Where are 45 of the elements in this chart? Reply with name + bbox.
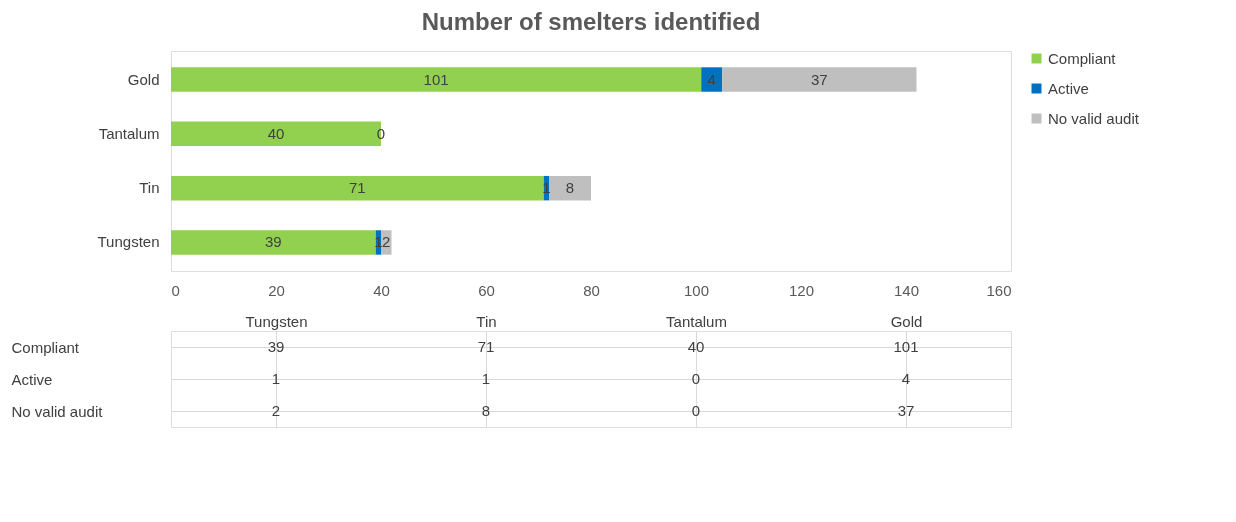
x-tick-label: Tantalum [666, 312, 727, 330]
data-label: 4 [901, 370, 911, 387]
x-tick-label: 20 [268, 281, 285, 299]
data-label: 40 [687, 338, 705, 355]
data-label: 37 [897, 402, 915, 419]
x-tick-label: Tungsten [245, 312, 308, 330]
data-label: 8 [481, 402, 491, 419]
data-label: 71 [477, 338, 495, 355]
data-label: 40 [267, 124, 285, 142]
data-label: 1 [481, 370, 491, 387]
y-tick-label: No valid audit [11, 402, 104, 420]
data-label: 39 [267, 338, 285, 355]
data-label: 39 [265, 233, 282, 251]
x-tick-label: 120 [788, 281, 815, 299]
data-label: 0 [691, 370, 701, 387]
data-label: 0 [376, 124, 386, 142]
chart-title: Number of smelters identified [421, 8, 761, 35]
data-label: 1 [271, 370, 281, 387]
data-label: 2 [382, 233, 391, 251]
y-tick-label: Gold [127, 70, 160, 88]
data-label: 101 [423, 70, 449, 88]
data-label: 37 [811, 70, 828, 88]
data-label: 4 [707, 70, 716, 88]
x-tick-label: 100 [683, 281, 710, 299]
data-label: 2 [271, 402, 281, 419]
x-tick-label: 0 [171, 281, 180, 299]
data-label: 71 [349, 179, 366, 197]
x-tick-label: 160 [986, 281, 1012, 299]
y-tick-label: Active [11, 370, 53, 388]
y-tick-label: Tungsten [97, 233, 160, 251]
data-label: 0 [691, 402, 701, 419]
legend-label: Compliant [1048, 49, 1117, 67]
data-label: 8 [565, 179, 575, 197]
data-label: 101 [893, 338, 919, 355]
y-tick-label: Tantalum [98, 124, 160, 142]
x-tick-label: 40 [373, 281, 390, 299]
legend-label: Active [1048, 79, 1089, 97]
x-tick-label: 80 [583, 281, 600, 299]
x-tick-label: 140 [893, 281, 920, 299]
y-tick-label: Compliant [11, 338, 80, 356]
x-tick-label: Gold [890, 312, 923, 330]
legend-label: No valid audit [1048, 109, 1140, 127]
x-tick-label: Tin [476, 312, 497, 330]
y-tick-label: Tin [139, 179, 160, 197]
x-tick-label: 60 [478, 281, 495, 299]
